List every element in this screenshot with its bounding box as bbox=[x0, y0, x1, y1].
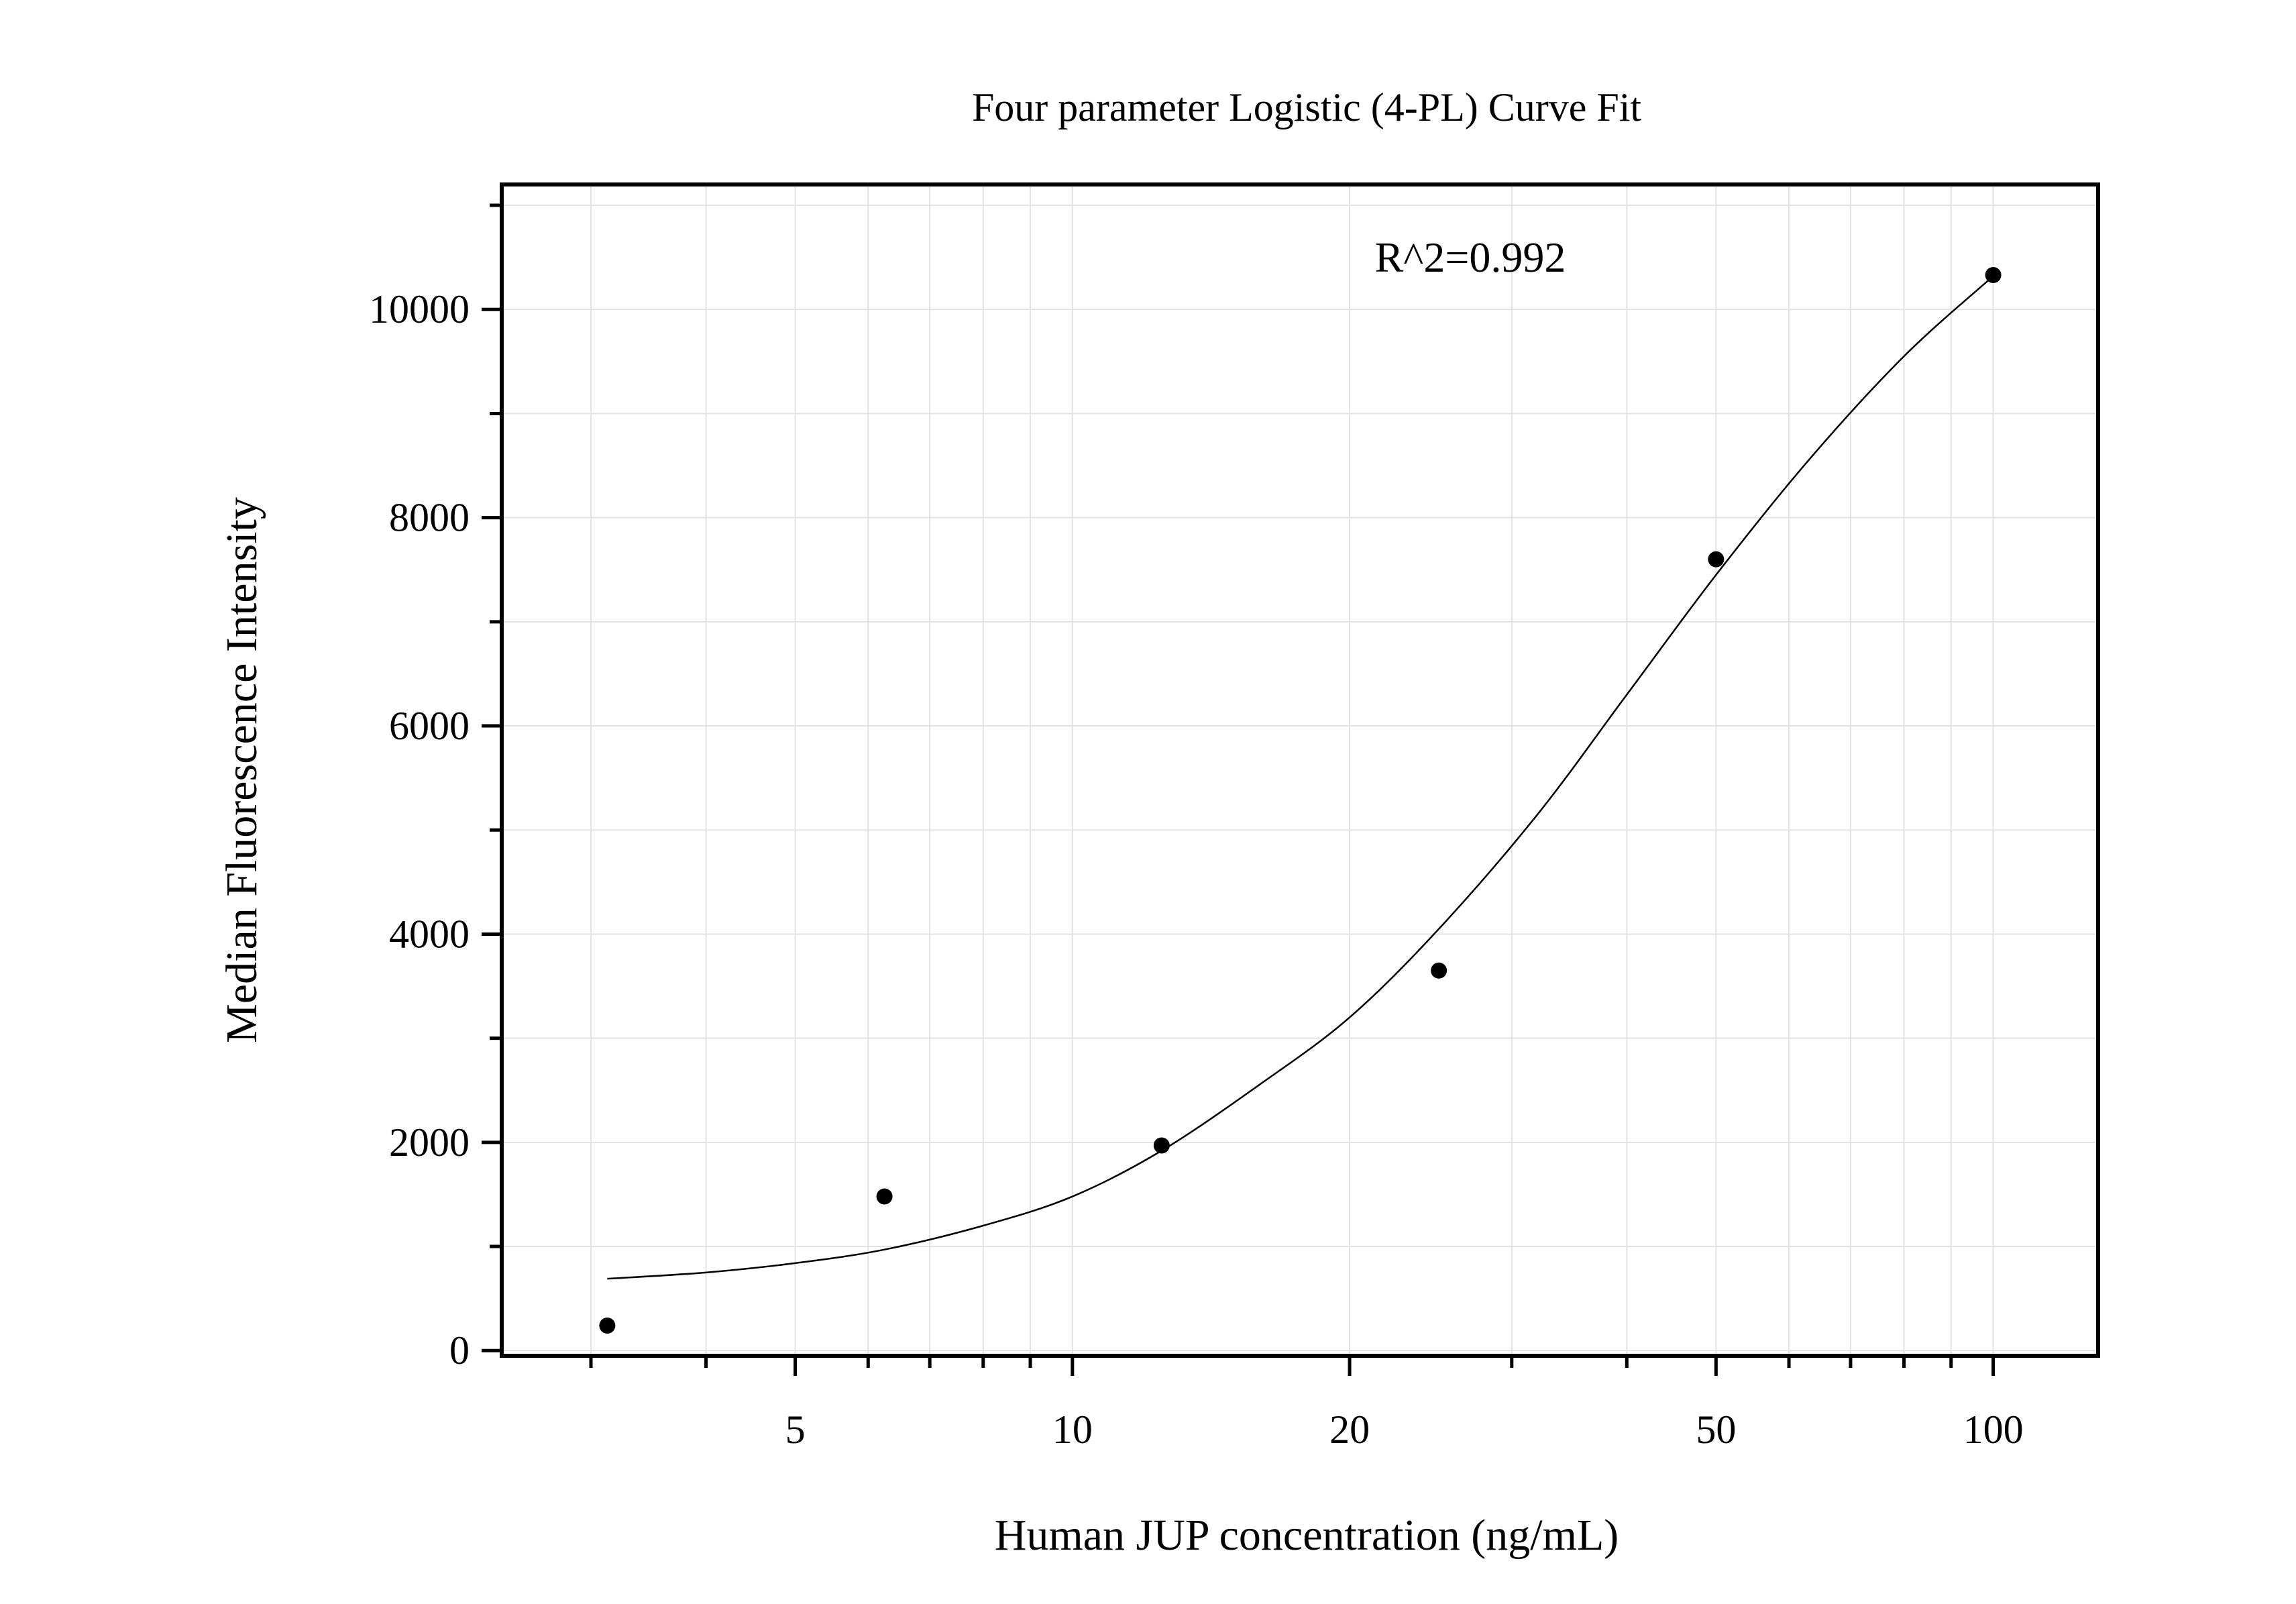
fit-curve bbox=[607, 275, 1994, 1280]
y-axis-title: Median Fluorescence Intensity bbox=[217, 497, 266, 1043]
y-tick-label: 0 bbox=[449, 1328, 470, 1373]
data-point bbox=[1985, 267, 2002, 284]
data-point bbox=[599, 1317, 616, 1334]
x-tick-label: 20 bbox=[1329, 1407, 1370, 1452]
fit-curve-layer bbox=[607, 275, 1994, 1280]
r-squared-annotation: R^2=0.992 bbox=[1375, 233, 1566, 281]
y-tick-label: 10000 bbox=[369, 287, 470, 331]
x-tick-label: 50 bbox=[1696, 1407, 1736, 1452]
plot-frame bbox=[500, 182, 2100, 1358]
x-tick-label: 10 bbox=[1052, 1407, 1093, 1452]
x-tick-label: 5 bbox=[785, 1407, 806, 1452]
data-points bbox=[599, 267, 2002, 1334]
y-tick-label: 4000 bbox=[389, 912, 470, 956]
data-point bbox=[876, 1188, 893, 1205]
data-point bbox=[1708, 551, 1725, 568]
tick-labels: 5 10 20 50 100 0 2000 4000 6000 8000 10000 bbox=[369, 287, 2024, 1452]
y-tick-label: 2000 bbox=[389, 1120, 470, 1165]
grid-lines bbox=[502, 184, 2098, 1356]
x-tick-label: 100 bbox=[1963, 1407, 2024, 1452]
chart-title: Four parameter Logistic (4-PL) Curve Fit bbox=[972, 85, 1641, 129]
y-tick-label: 8000 bbox=[389, 496, 470, 540]
y-tick-label: 6000 bbox=[389, 704, 470, 748]
x-axis-title: Human JUP concentration (ng/mL) bbox=[995, 1511, 1619, 1560]
data-point bbox=[1431, 962, 1447, 979]
data-point bbox=[1153, 1137, 1170, 1154]
axis-ticks bbox=[482, 203, 1996, 1376]
